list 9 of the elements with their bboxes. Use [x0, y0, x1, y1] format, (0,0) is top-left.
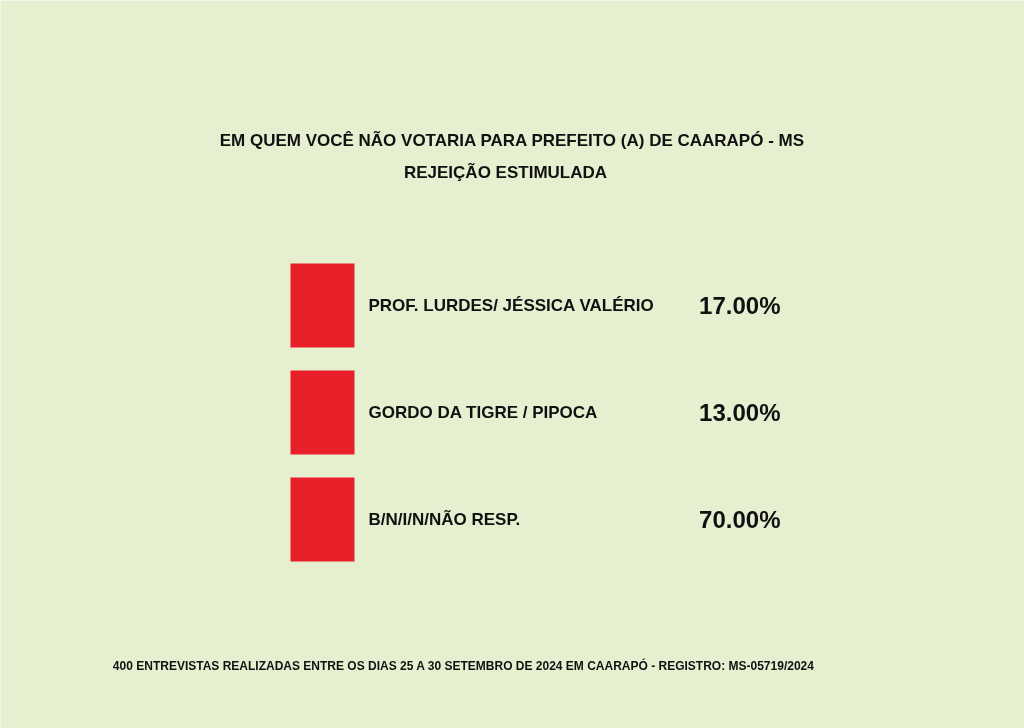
category-label: B/N/I/N/NÃO RESP.: [368, 509, 521, 529]
data-label: 13.00%: [699, 399, 781, 426]
text: EM QUEM VOCÊ NÃO VOTARIA PARA PREFEITO (A) DE CAARAPÓ - MS: [219, 130, 805, 150]
text: 400 ENTREVISTAS REALIZADAS ENTRE OS DIAS 25 A 30 SETEMBRO DE 2024 EM CAARAPÓ - REGISTRO: MS-05719/2024: [112, 657, 815, 673]
data-label: 70.00%: [699, 506, 781, 533]
category-label: PROF. LURDES/ JÉSSICA VALÉRIO: [368, 296, 654, 315]
data-label: 17.00%: [699, 292, 781, 319]
category-label: GORDO DA TIGRE / PIPOCA: [368, 403, 598, 422]
text: REJEIÇÃO ESTIMULADA: [403, 162, 608, 182]
